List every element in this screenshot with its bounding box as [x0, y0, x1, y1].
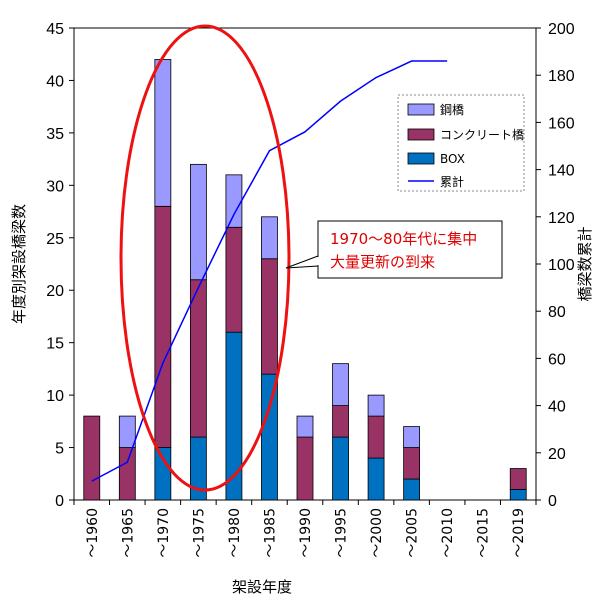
y-tick-label: 10	[46, 388, 64, 405]
bar-segment	[118, 447, 136, 501]
x-tick-label: ～1980	[227, 508, 243, 558]
bar-segment	[225, 174, 243, 228]
y2-tick-label: 40	[548, 399, 566, 416]
x-tick-label: ～1990	[298, 508, 314, 558]
y2-tick-label: 120	[548, 210, 575, 227]
bar-segment	[154, 59, 172, 207]
y-tick-label: 15	[46, 336, 64, 353]
x-tick-label: ～1965	[120, 508, 136, 558]
bar-segment	[296, 415, 314, 438]
bar-segment	[154, 447, 172, 501]
y-tick-label: 25	[46, 231, 64, 248]
y2-tick-label: 0	[548, 493, 557, 510]
legend-label-steel: 鋼橋	[440, 103, 464, 117]
bar-segment	[403, 478, 421, 501]
y-tick-label: 45	[46, 21, 64, 38]
annotation-callout: 1970～80年代に集中 大量更新の到来	[285, 220, 503, 279]
y2-tick-label: 140	[548, 163, 575, 180]
legend-label-cumulative: 累計	[440, 174, 464, 189]
bar-segment	[367, 457, 385, 501]
legend-swatch-concrete	[407, 128, 435, 141]
bar-segment	[261, 373, 278, 501]
x-tick-label: ～1975	[191, 508, 207, 558]
bar-segment	[509, 468, 527, 490]
y2-axis-title: 橋梁数累計	[576, 226, 594, 301]
bar-segment	[403, 447, 421, 480]
bar-segment	[332, 363, 349, 406]
bar-segment	[296, 436, 314, 501]
bar-segment	[154, 205, 172, 448]
bar-segment	[403, 426, 421, 448]
bar-segment	[261, 216, 278, 260]
y2-tick-label: 180	[548, 68, 575, 85]
y-tick-label: 5	[55, 441, 64, 458]
x-axis-title: 架設年度	[232, 578, 292, 596]
left-axis-ticks: 0 5 10 15 20 25 30 35 40 45	[46, 21, 74, 510]
x-tick-label: ～2019	[511, 508, 527, 558]
bar-segment	[83, 415, 101, 501]
y-axis-title: 年度別架設橋梁数	[10, 204, 28, 324]
x-tick-label: ～1985	[262, 508, 278, 558]
y2-tick-label: 160	[548, 115, 575, 132]
y-tick-label: 20	[46, 283, 64, 300]
y-tick-label: 0	[55, 493, 64, 510]
y-tick-label: 30	[46, 178, 64, 195]
y2-tick-label: 60	[548, 351, 566, 368]
bar-segment	[189, 163, 207, 281]
legend-swatch-box	[407, 152, 435, 165]
legend-swatch-steel	[407, 103, 435, 116]
right-axis-ticks: 0 20 40 60 80 100 120 140 160 180 200	[536, 21, 575, 510]
highlight-ellipse	[119, 24, 291, 492]
x-tick-label: ～2005	[405, 508, 421, 558]
legend: 鋼橋 コンクリート橋 BOX 累計	[397, 94, 525, 192]
bar-segment	[332, 436, 349, 501]
callout-line-1: 1970～80年代に集中	[330, 230, 477, 248]
y2-tick-label: 80	[548, 304, 566, 321]
bar-segment	[189, 279, 207, 438]
cumulative-line-group	[91, 60, 448, 482]
x-tick-label: ～1970	[156, 508, 172, 558]
x-tick-label: ～2015	[476, 508, 492, 558]
x-axis-ticks: ～1960 ～1965 ～1970 ～1975 ～1980 ～1985 ～1990 ～1995…	[73, 500, 537, 558]
legend-label-box: BOX	[440, 152, 465, 166]
callout-box	[317, 220, 503, 279]
y2-tick-label: 100	[548, 257, 575, 274]
cumulative-line	[91, 60, 448, 482]
x-tick-label: ～1960	[85, 508, 101, 558]
x-tick-label: ～2010	[440, 508, 456, 558]
bar-segment	[332, 405, 349, 438]
bar-segment	[118, 415, 136, 448]
bars-group	[83, 59, 527, 501]
callout-line-2: 大量更新の到来	[330, 253, 435, 271]
bar-segment	[225, 226, 243, 333]
bar-segment	[509, 489, 527, 501]
y-tick-label: 35	[46, 126, 64, 143]
x-tick-label: ～1995	[334, 508, 350, 558]
y2-tick-label: 20	[548, 446, 566, 463]
bar-segment	[261, 258, 278, 375]
x-tick-label: ～2000	[369, 508, 385, 558]
legend-label-concrete: コンクリート橋	[440, 128, 524, 142]
bar-segment	[367, 415, 385, 459]
y2-tick-label: 200	[548, 21, 575, 38]
bar-segment	[367, 394, 385, 417]
y-tick-label: 40	[46, 73, 64, 90]
